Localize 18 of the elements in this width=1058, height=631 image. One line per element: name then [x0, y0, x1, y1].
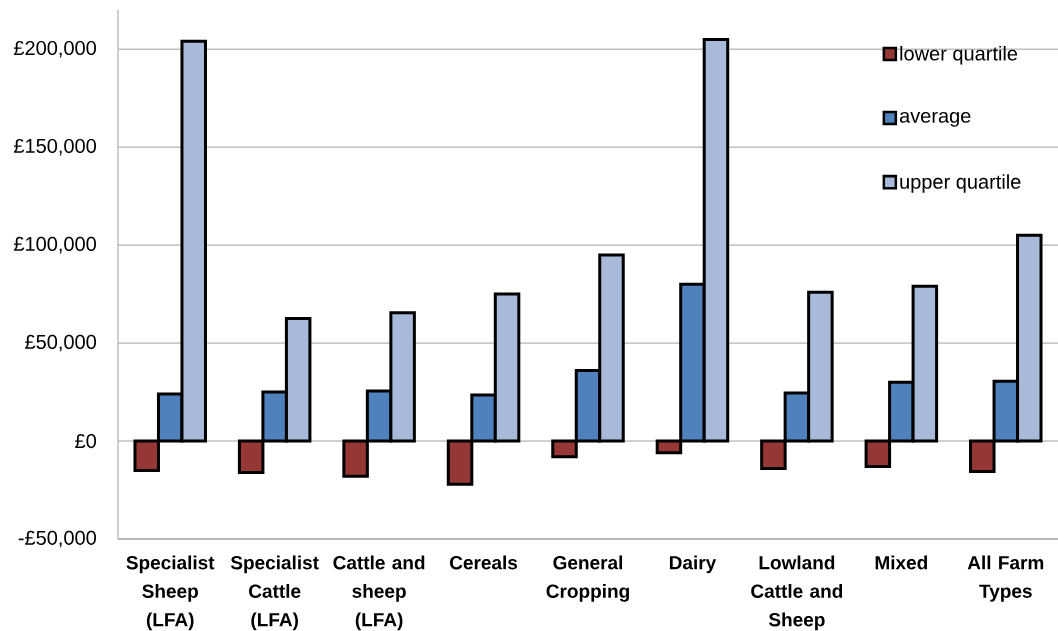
legend-label: upper quartile — [900, 174, 1021, 193]
x-tick-label: All Farm Types — [967, 555, 1044, 602]
x-tick-label: Dairy — [669, 555, 717, 574]
y-tick-label: £50,000 — [25, 334, 97, 352]
y-tick-label: £0 — [75, 433, 97, 449]
x-tick-label: Specialist Cattle (LFA) — [230, 555, 319, 631]
x-tick-label: Specialist Sheep (LFA) — [126, 555, 215, 631]
y-tick-label: £150,000 — [13, 138, 96, 156]
x-tick-label: Mixed — [875, 555, 928, 570]
x-tick-label: Lowland Cattle and Sheep — [751, 555, 843, 631]
legend-label: average — [899, 111, 971, 127]
x-tick-label: Cattle and sheep (LFA) — [333, 555, 425, 631]
y-tick-label: -£50,000 — [18, 530, 97, 548]
y-tick-label: £200,000 — [13, 40, 96, 58]
x-tick-label: General Cropping — [546, 555, 629, 602]
legend-label: lower quartile — [900, 45, 1018, 65]
x-tick-label: Cereals — [450, 555, 518, 570]
y-tick-label: £100,000 — [13, 236, 96, 254]
